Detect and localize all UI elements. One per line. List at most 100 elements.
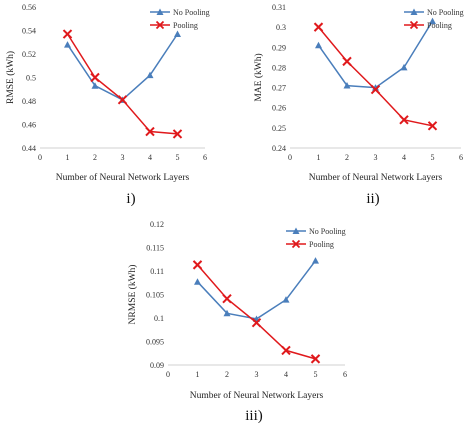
data-point-no-pooling (343, 82, 351, 89)
data-point-pooling (62, 29, 73, 39)
marker-stroke (399, 115, 409, 125)
panel-label: iii) (245, 408, 263, 424)
legend-entry-no-pooling: No Pooling (404, 8, 464, 17)
x-tick-label: 1 (66, 153, 70, 162)
data-point-pooling (251, 317, 262, 328)
legend-marker (292, 227, 300, 234)
y-tick-label: 0.115 (146, 244, 164, 253)
y-tick-label: 0.52 (22, 50, 36, 59)
data-point-no-pooling (223, 309, 231, 317)
series-line-pooling (66, 33, 178, 135)
marker-stroke (172, 129, 183, 139)
x-tick-label: 2 (345, 153, 349, 162)
y-tick-label: 0.09 (150, 361, 164, 370)
x-tick-label: 3 (121, 153, 125, 162)
panel-label: i) (126, 191, 135, 207)
legend-label: No Pooling (427, 8, 464, 17)
x-tick-label: 0 (166, 370, 170, 379)
data-point-pooling (117, 95, 128, 105)
data-point-pooling (222, 294, 232, 304)
x-tick-label: 2 (93, 153, 97, 162)
marker-stroke (310, 354, 321, 364)
data-point-pooling (172, 129, 183, 139)
y-tick-label: 0.095 (146, 338, 164, 347)
y-tick-label: 0.27 (272, 84, 286, 93)
y-tick-label: 0.3 (276, 23, 286, 32)
x-tick-label: 0 (288, 153, 292, 162)
series-line-no-pooling (317, 20, 434, 89)
y-tick-label: 0.31 (272, 3, 286, 12)
x-tick-label: 5 (431, 153, 435, 162)
data-point-pooling (310, 354, 321, 364)
legend-marker (410, 8, 418, 15)
x-tick-label: 6 (203, 153, 207, 162)
legend-marker (156, 8, 164, 15)
y-tick-label: 0.26 (272, 104, 286, 113)
x-tick-label: 6 (459, 153, 463, 162)
y-axis-label: NRMSE (kWh) (127, 265, 138, 325)
data-point-pooling (342, 56, 352, 67)
marker-stroke (251, 317, 262, 328)
legend-label: Pooling (427, 21, 452, 30)
marker-stroke (117, 95, 128, 105)
legend-entry-pooling: Pooling (404, 20, 452, 30)
data-point-pooling (145, 126, 155, 137)
x-tick-label: 5 (314, 370, 318, 379)
panel-label: ii) (366, 191, 379, 207)
data-point-no-pooling (174, 30, 181, 38)
legend-label: Pooling (309, 240, 334, 249)
y-tick-label: 0.28 (272, 63, 286, 72)
series-line-pooling (317, 26, 433, 127)
marker-stroke (90, 72, 100, 83)
x-tick-label: 3 (374, 153, 378, 162)
marker-stroke (370, 84, 381, 95)
legend-entry-pooling: Pooling (286, 239, 334, 249)
legend-entry-no-pooling: No Pooling (150, 8, 210, 17)
data-point-pooling (370, 84, 381, 95)
data-point-no-pooling (400, 63, 408, 71)
x-tick-label: 3 (255, 370, 259, 379)
x-axis-label: Number of Neural Network Layers (56, 172, 190, 183)
marker-stroke (342, 56, 352, 67)
data-point-no-pooling (64, 41, 71, 48)
y-tick-label: 0.11 (150, 267, 164, 276)
x-tick-label: 0 (38, 153, 42, 162)
x-axis-label: Number of Neural Network Layers (190, 390, 324, 401)
y-tick-label: 0.56 (22, 3, 36, 12)
data-point-pooling (90, 72, 100, 83)
data-point-pooling (313, 22, 324, 32)
marker-stroke (62, 29, 73, 39)
y-tick-label: 0.29 (272, 43, 286, 52)
data-point-pooling (281, 345, 291, 356)
series-line-no-pooling (196, 260, 317, 320)
data-point-no-pooling (282, 296, 290, 303)
y-tick-label: 0.54 (22, 27, 36, 36)
marker-stroke (222, 294, 232, 304)
data-point-pooling (427, 121, 438, 131)
chart-panel-1: 0.44 0.46 0.48 0.5 0.52 0.54 0.56 0 1 2 3 4 5 6 RMSE (… (5, 3, 210, 207)
x-tick-label: 1 (196, 370, 200, 379)
x-tick-label: 1 (317, 153, 321, 162)
y-tick-label: 0.12 (150, 220, 164, 229)
legend-marker (409, 20, 419, 30)
y-tick-label: 0.24 (272, 144, 286, 153)
chart-panel-2: 0.24 0.25 0.26 0.27 0.28 0.29 0.3 0.31 0 1 2 3 4 5 6 MA… (253, 3, 464, 207)
y-tick-label: 0.1 (154, 314, 164, 323)
y-tick-label: 0.48 (22, 97, 36, 106)
legend-label: No Pooling (309, 227, 346, 236)
legend-marker (291, 239, 301, 249)
x-tick-label: 2 (225, 370, 229, 379)
x-axis-label: Number of Neural Network Layers (309, 172, 443, 183)
data-point-no-pooling (312, 257, 319, 264)
marker-stroke (427, 121, 438, 131)
marker-stroke (145, 126, 155, 137)
y-tick-label: 0.44 (22, 144, 36, 153)
data-point-no-pooling (91, 82, 99, 89)
series-line-no-pooling (66, 33, 179, 101)
x-tick-label: 4 (402, 153, 406, 162)
x-tick-label: 6 (343, 370, 347, 379)
x-tick-label: 5 (176, 153, 180, 162)
y-axis-label: MAE (kWh) (253, 53, 264, 101)
data-point-no-pooling (194, 278, 201, 285)
legend-label: No Pooling (173, 8, 210, 17)
